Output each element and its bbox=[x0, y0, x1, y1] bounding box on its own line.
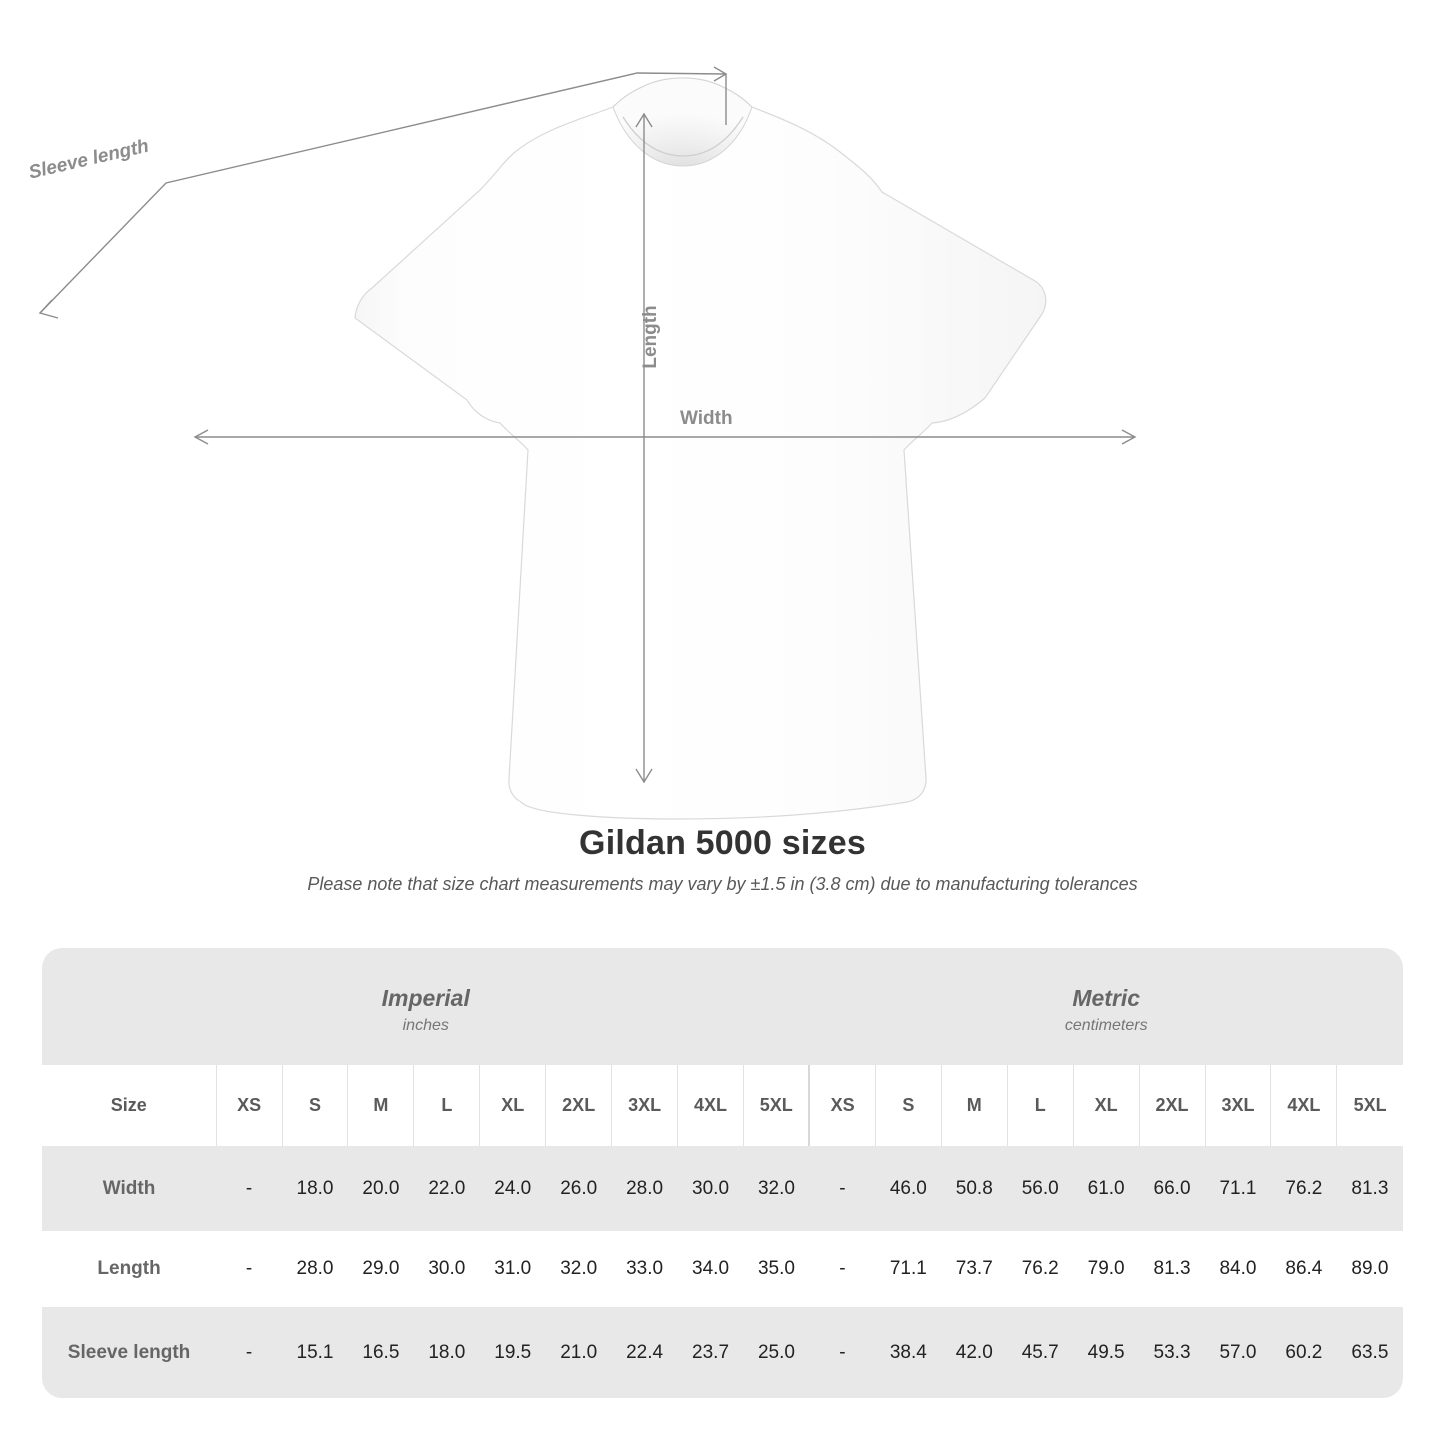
svg-text:Sleeve length: Sleeve length bbox=[27, 136, 151, 184]
svg-text:Width: Width bbox=[680, 408, 733, 429]
svg-text:Length: Length bbox=[640, 305, 661, 368]
